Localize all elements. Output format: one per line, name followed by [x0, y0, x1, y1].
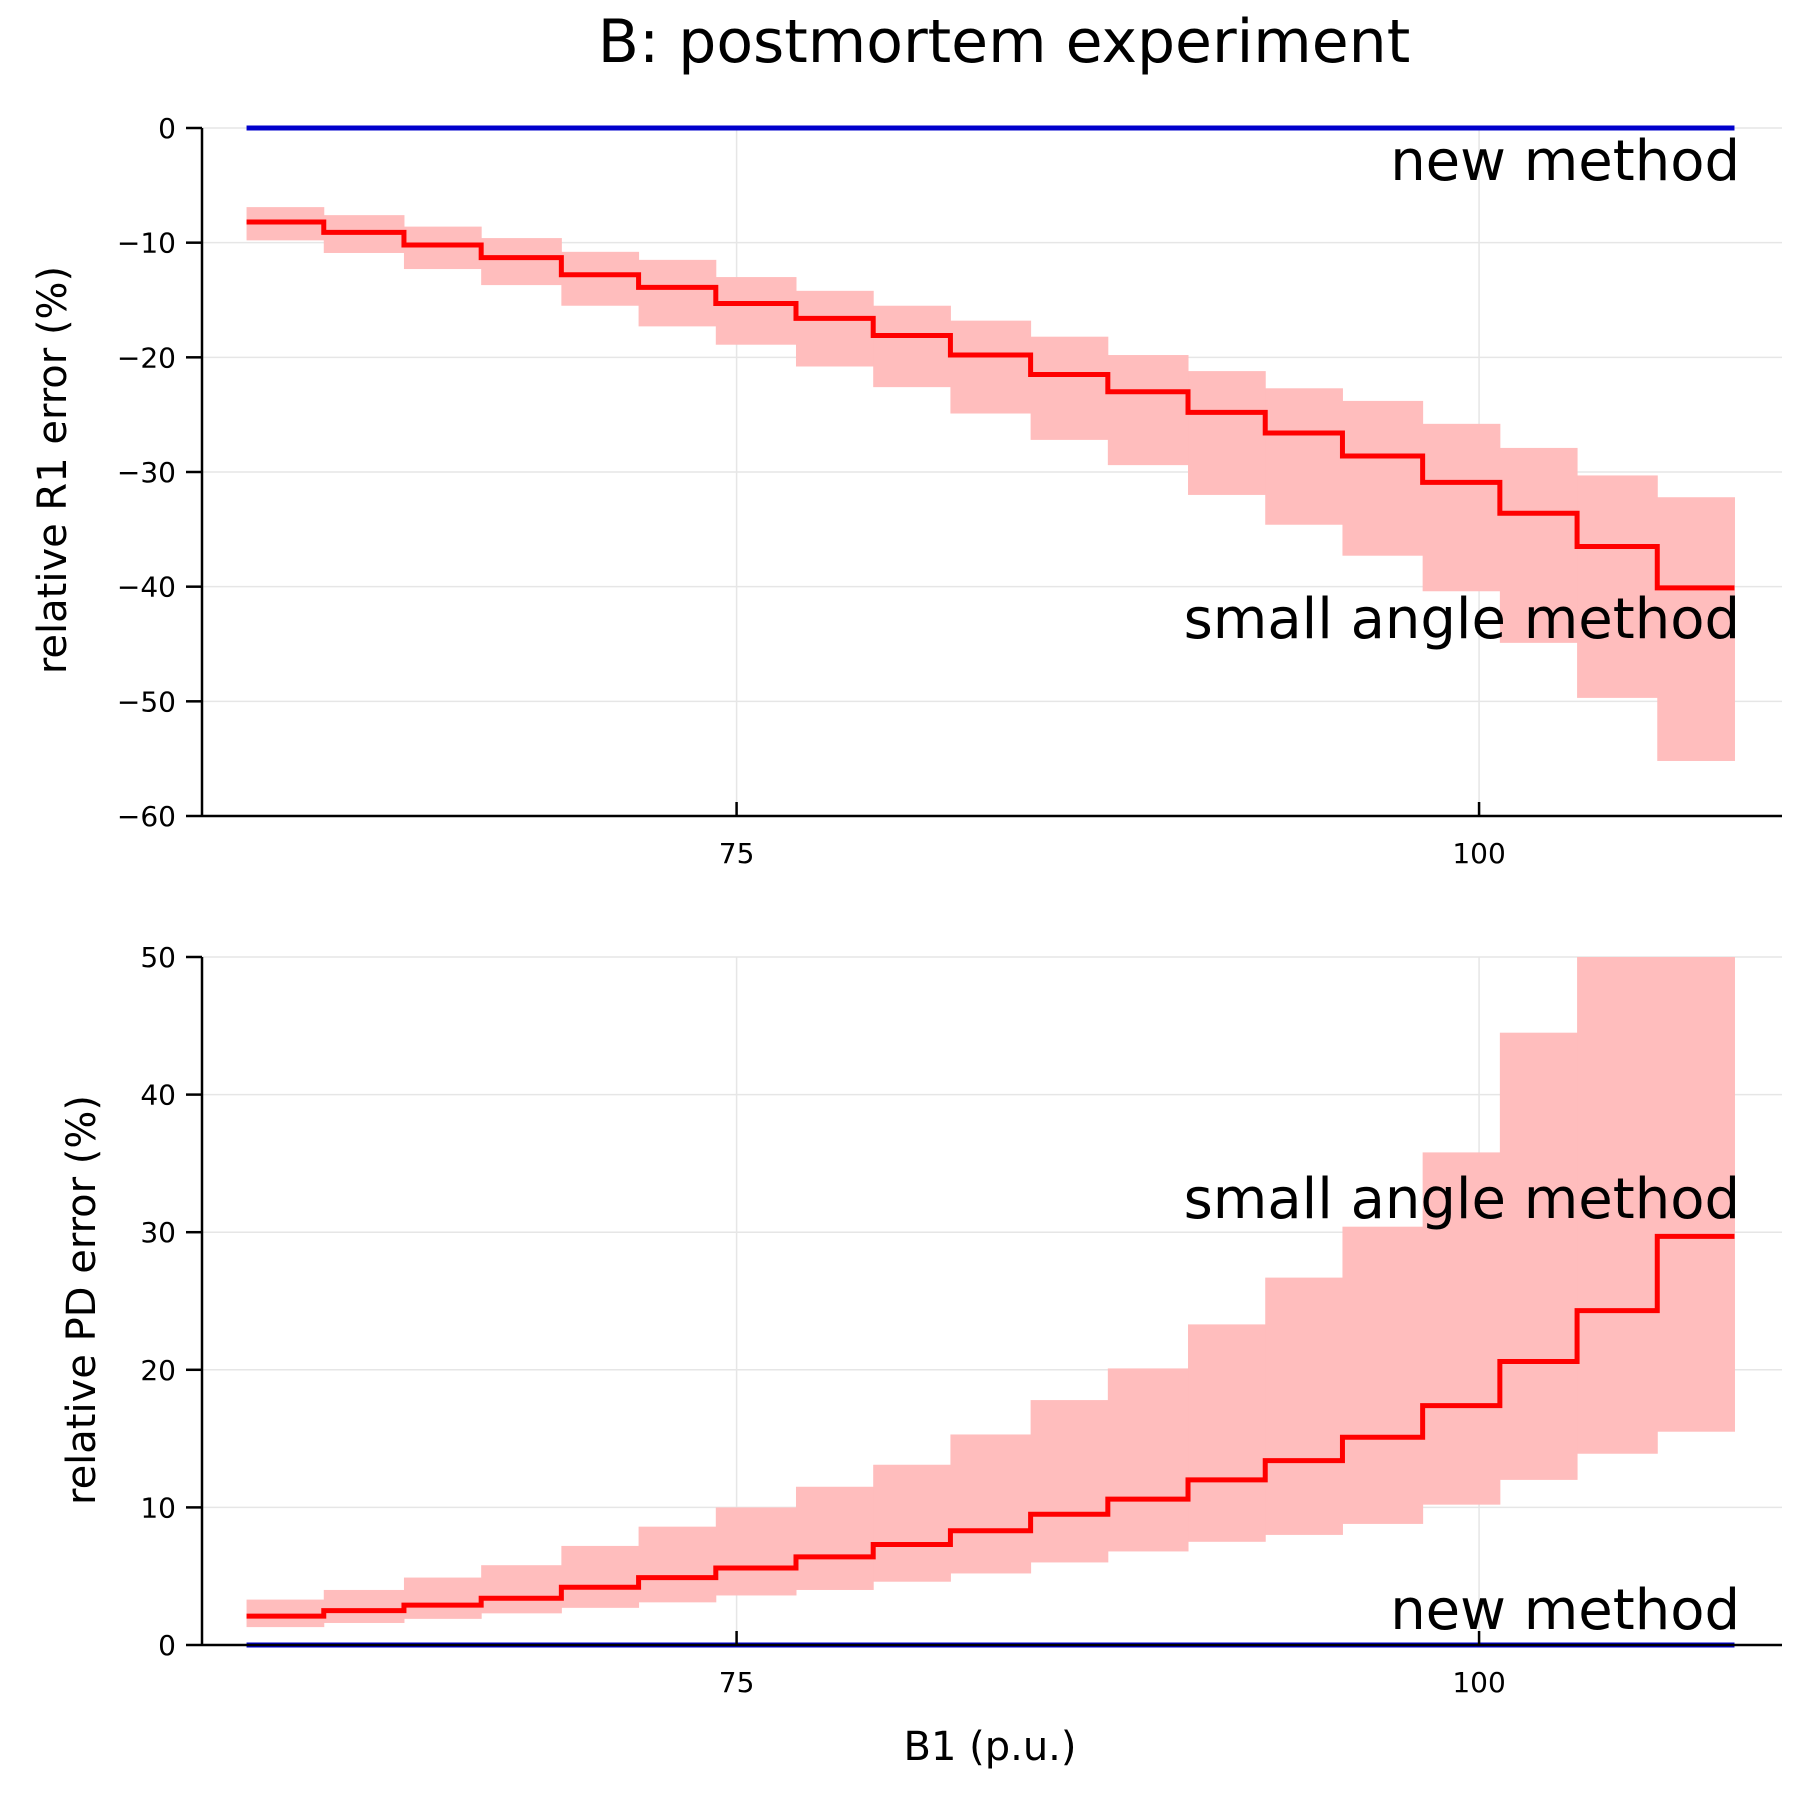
x-tick-label: 100 — [1452, 1666, 1505, 1699]
y-tick-label: −10 — [117, 227, 176, 260]
y-tick-label: 50 — [140, 941, 176, 974]
error-band-bin — [1499, 1032, 1578, 1480]
error-band-bin — [715, 1507, 797, 1596]
error-band-bin — [1107, 355, 1189, 466]
error-band-bin — [1265, 388, 1343, 525]
error-band-bin — [246, 1599, 325, 1628]
y-tick-label: 40 — [140, 1079, 176, 1112]
r1-error-panel: 0 −10 −20 −30 −40 −50 −60 75 100 new method smal… — [30, 112, 1782, 870]
y-tick-label: −20 — [117, 341, 176, 374]
r1-ticks: 0 −10 −20 −30 −40 −50 −60 75 100 — [117, 112, 1506, 870]
y-tick-label: 30 — [140, 1216, 176, 1249]
error-band-bin — [1422, 1152, 1501, 1505]
x-tick-label: 75 — [719, 1666, 755, 1699]
y-tick-label: 0 — [158, 112, 176, 145]
error-band-bin — [795, 290, 874, 367]
y-tick-label: −60 — [117, 800, 176, 833]
error-band-bin — [1188, 371, 1266, 495]
x-axis-label: B1 (p.u.) — [904, 1724, 1077, 1770]
y-tick-label: 0 — [158, 1629, 176, 1662]
error-band-bin — [403, 226, 482, 270]
y-tick-label: 10 — [140, 1491, 176, 1524]
error-band-bin — [1422, 423, 1501, 592]
pd-axes — [200, 957, 1782, 1647]
r1-annotation-new-method: new method — [1390, 129, 1740, 194]
pd-annotation-small-angle: small angle method — [1184, 1167, 1740, 1232]
y-tick-label: −30 — [117, 456, 176, 489]
error-band-bin — [873, 1464, 951, 1582]
x-tick-label: 100 — [1452, 837, 1505, 870]
chart-title: B: postmortem experiment — [598, 7, 1410, 77]
pd-annotation-new-method: new method — [1390, 1578, 1740, 1643]
error-band-bin — [638, 1526, 717, 1603]
error-band-bin — [1499, 447, 1578, 643]
error-band-bin — [1265, 1277, 1343, 1535]
error-band-bin — [403, 1577, 482, 1619]
pd-error-panel: 0 10 20 30 40 50 75 100 small angle method new … — [59, 941, 1782, 1699]
error-band-bin — [481, 238, 562, 286]
error-band-bin — [795, 1486, 874, 1590]
y-tick-label: 20 — [140, 1354, 176, 1387]
error-band-bin — [1188, 1324, 1266, 1542]
r1-lines — [246, 125, 1735, 591]
error-band-bin — [1577, 475, 1658, 698]
r1-ylabel: relative R1 error (%) — [30, 266, 76, 674]
error-band-bin — [950, 320, 1032, 414]
error-band-bin — [481, 1565, 562, 1614]
r1-annotation-small-angle: small angle method — [1184, 587, 1740, 652]
error-band-bin — [1657, 497, 1735, 761]
error-band-bin — [1030, 1400, 1109, 1563]
r1-error-bands — [246, 207, 1735, 761]
pd-error-bands — [246, 957, 1735, 1628]
error-band-bin — [715, 277, 797, 345]
error-band-bin — [950, 1434, 1032, 1574]
y-tick-label: −40 — [117, 571, 176, 604]
x-tick-label: 75 — [719, 837, 755, 870]
error-band-bin — [1342, 1226, 1424, 1524]
y-tick-label: −50 — [117, 685, 176, 718]
small-angle-method-line — [246, 1233, 1735, 1619]
error-band-bin — [638, 259, 717, 327]
error-band-bin — [1107, 1368, 1189, 1552]
error-band-bin — [1577, 957, 1658, 1454]
error-band-bin — [561, 1545, 640, 1608]
error-band-bin — [1030, 336, 1109, 440]
error-band-bin — [1342, 400, 1424, 556]
small-angle-method-line — [246, 219, 1735, 591]
pd-ylabel: relative PD error (%) — [59, 1095, 105, 1505]
error-band-bin — [1657, 957, 1735, 1432]
error-band-bin — [873, 305, 951, 388]
error-band-bin — [561, 251, 640, 306]
error-band-bin — [323, 1589, 405, 1623]
pd-ticks: 0 10 20 30 40 50 75 100 — [140, 941, 1505, 1699]
